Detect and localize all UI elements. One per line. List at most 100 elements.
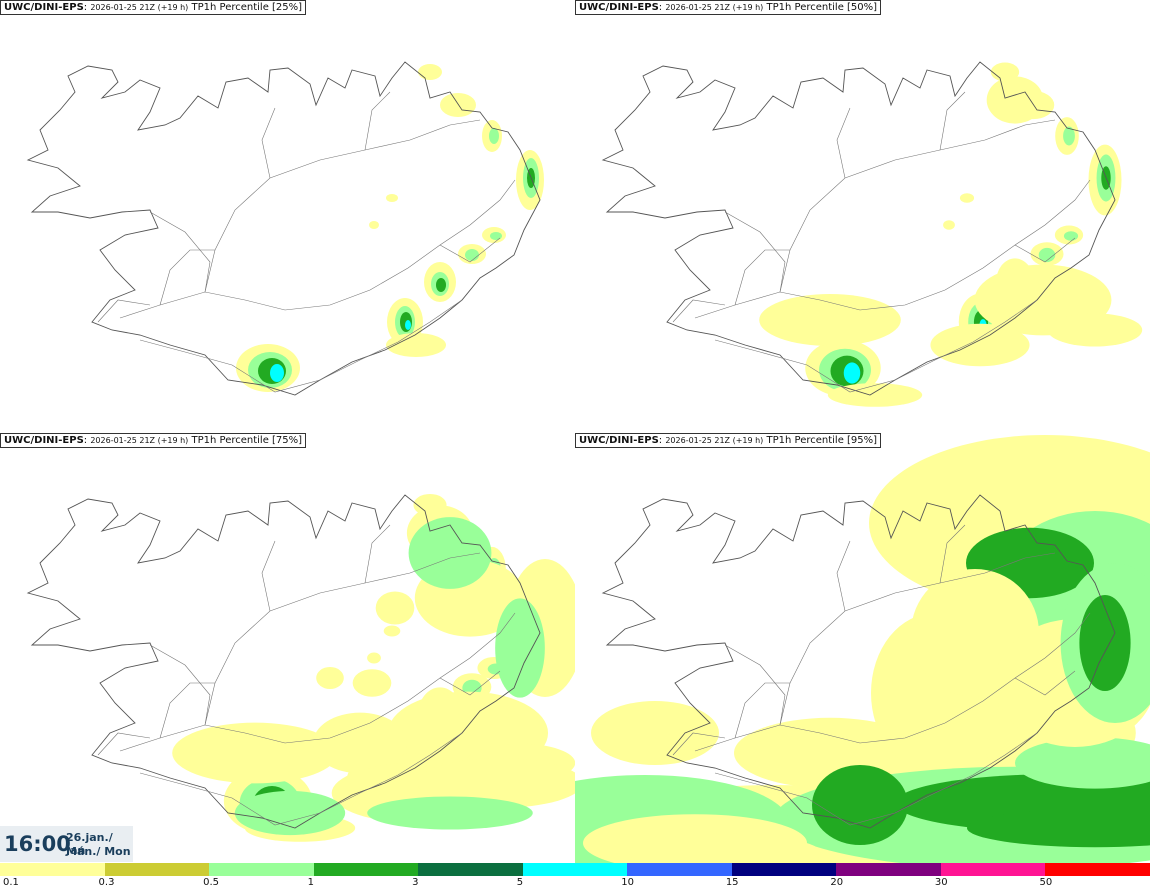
- valid-day: Mán./ Mon: [66, 845, 131, 858]
- colorbar-segment: [627, 863, 732, 876]
- colorbar-tick-label: 0.3: [98, 877, 115, 888]
- run-time: 2026-01-25 21Z (+19 h): [665, 3, 764, 12]
- road-line: [159, 249, 215, 306]
- colorbar-segment: [418, 863, 523, 876]
- colorbar-segment: [104, 863, 210, 876]
- model-name: UWC/DINI-EPS: [4, 435, 84, 446]
- precip-contour: [759, 294, 901, 346]
- road-line: [836, 107, 851, 179]
- road-line: [149, 211, 211, 293]
- colorbar-segment: [731, 863, 837, 876]
- precip-contour: [417, 758, 575, 808]
- road-line: [204, 119, 481, 293]
- map-panel-p25: UWC/DINI-EPS: 2026-01-25 21Z (+19 h) TP1…: [0, 0, 575, 430]
- map-canvas: [26, 493, 575, 842]
- road-line: [939, 91, 966, 151]
- run-time: 2026-01-25 21Z (+19 h): [90, 3, 189, 12]
- road-line: [714, 299, 1038, 393]
- precip-contour: [367, 652, 381, 664]
- precip-contour: [986, 76, 1044, 124]
- road-line: [672, 732, 726, 756]
- precip-contour: [1063, 231, 1079, 241]
- map-panel-p75: UWC/DINI-EPS: 2026-01-25 21Z (+19 h) TP1…: [0, 433, 575, 863]
- precip-contour: [490, 232, 502, 240]
- precip-contour: [930, 323, 1030, 367]
- road-line: [364, 91, 391, 151]
- product-name: TP1h Percentile [25%]: [191, 2, 303, 13]
- map-canvas: [575, 435, 1150, 863]
- colorbar-segment: [940, 863, 1046, 876]
- map-panel-p50: UWC/DINI-EPS: 2026-01-25 21Z (+19 h) TP1…: [575, 0, 1150, 430]
- road-line: [1014, 670, 1076, 696]
- road-line: [149, 644, 211, 726]
- road-line: [734, 682, 790, 739]
- panel-title: UWC/DINI-EPS: 2026-01-25 21Z (+19 h) TP1…: [575, 433, 882, 448]
- precip-contour: [375, 591, 415, 625]
- road-line: [734, 249, 790, 306]
- precip-contour: [943, 220, 955, 230]
- valid-hour: 16:00: [4, 832, 71, 856]
- road-line: [139, 299, 463, 393]
- precip-contour: [383, 625, 401, 637]
- colorbar-tick-label: 0.5: [203, 877, 219, 888]
- road-line: [694, 179, 1091, 319]
- valid-time-box: 16:00 26.jan./ Jan Mán./ Mon: [0, 826, 133, 862]
- panel-title: UWC/DINI-EPS: 2026-01-25 21Z (+19 h) TP1…: [0, 0, 307, 15]
- colorbar-segment: [209, 863, 314, 876]
- precip-contour: [495, 598, 545, 698]
- colorbar-tick-label: 0.1: [3, 877, 19, 888]
- precip-contour: [352, 669, 392, 697]
- colorbar-tick-label: 15: [725, 877, 739, 888]
- model-name: UWC/DINI-EPS: [4, 2, 84, 13]
- precip-contour: [1063, 126, 1075, 146]
- colorbar-tick-label: 50: [1039, 877, 1053, 888]
- precip-contour: [369, 221, 379, 229]
- road-line: [97, 299, 151, 323]
- precip-contour: [172, 722, 338, 784]
- precip-contour: [408, 517, 492, 589]
- precip-contour: [1038, 247, 1056, 263]
- colorbar-segment: [0, 863, 105, 876]
- road-line: [204, 552, 481, 726]
- road-line: [714, 732, 1038, 826]
- coastline: [26, 494, 541, 829]
- precip-contour: [386, 333, 446, 357]
- colorbar-tick-label: 5: [516, 877, 524, 888]
- road-line: [779, 119, 1056, 293]
- road-line: [364, 524, 391, 584]
- panel-title: UWC/DINI-EPS: 2026-01-25 21Z (+19 h) TP1…: [0, 433, 307, 448]
- precip-contour: [313, 712, 407, 774]
- precip-contour: [1079, 595, 1131, 691]
- road-line: [97, 732, 151, 756]
- precip-contour: [812, 765, 908, 845]
- precip-contour: [967, 808, 1150, 848]
- colorbar-segment: [1045, 863, 1150, 876]
- road-line: [694, 612, 1091, 752]
- product-name: TP1h Percentile [50%]: [766, 2, 878, 13]
- road-line: [1014, 237, 1076, 263]
- model-name: UWC/DINI-EPS: [579, 435, 659, 446]
- precip-contour: [270, 364, 284, 382]
- road-line: [724, 211, 786, 293]
- precip-contour: [591, 701, 719, 765]
- precip-contour: [405, 320, 411, 330]
- coastline: [601, 61, 1116, 396]
- road-line: [159, 682, 215, 739]
- product-name: TP1h Percentile [75%]: [191, 435, 303, 446]
- road-line: [119, 612, 516, 752]
- colorbar-tick-labels: 0.1 0.3 0.5 1 3 5 10 15 20 30 50: [0, 876, 1150, 891]
- colorbar-tick-label: 30: [934, 877, 948, 888]
- precip-contour: [629, 833, 821, 863]
- road-line: [724, 644, 786, 726]
- precip-contour: [465, 249, 479, 261]
- road-line: [261, 107, 276, 179]
- road-line: [119, 179, 516, 319]
- run-time: 2026-01-25 21Z (+19 h): [665, 436, 764, 445]
- run-time: 2026-01-25 21Z (+19 h): [90, 436, 189, 445]
- precip-contour: [436, 278, 446, 292]
- precip-contour: [440, 93, 476, 117]
- road-line: [439, 670, 501, 696]
- model-name: UWC/DINI-EPS: [579, 2, 659, 13]
- road-line: [139, 732, 463, 826]
- colorbar-tick-label: 20: [830, 877, 844, 888]
